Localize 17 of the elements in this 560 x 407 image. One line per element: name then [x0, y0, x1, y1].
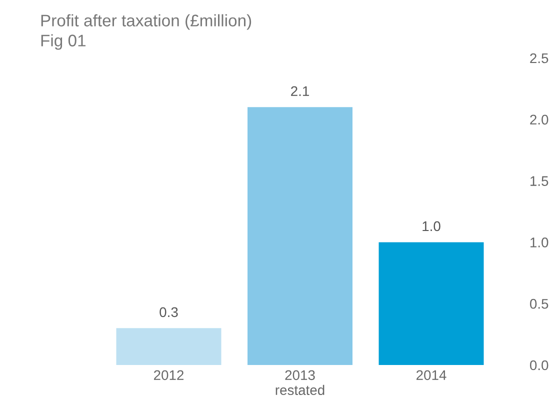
data-label: 2.1	[291, 86, 309, 96]
bar	[378, 242, 484, 365]
x-tick-label: 2012	[154, 370, 184, 380]
y-tick-label: 0.5	[530, 298, 548, 309]
y-tick-label: 1.0	[530, 238, 548, 248]
chart-subtitle: Fig 01	[41, 34, 86, 50]
y-tick-label: 2.5	[530, 53, 548, 64]
y-tick-label: 2.0	[530, 114, 548, 125]
data-label: 0.3	[160, 307, 178, 318]
bar	[116, 328, 222, 365]
x-tick-label: 2014	[416, 370, 446, 380]
y-tick-label: 1.5	[530, 176, 548, 186]
y-tick-label: 0.0	[530, 360, 548, 370]
data-label: 1.0	[422, 221, 440, 232]
chart-title: Profit after taxation (£million)	[41, 14, 252, 30]
bar	[248, 107, 352, 365]
x-tick-label: 2013 restated	[276, 370, 324, 396]
